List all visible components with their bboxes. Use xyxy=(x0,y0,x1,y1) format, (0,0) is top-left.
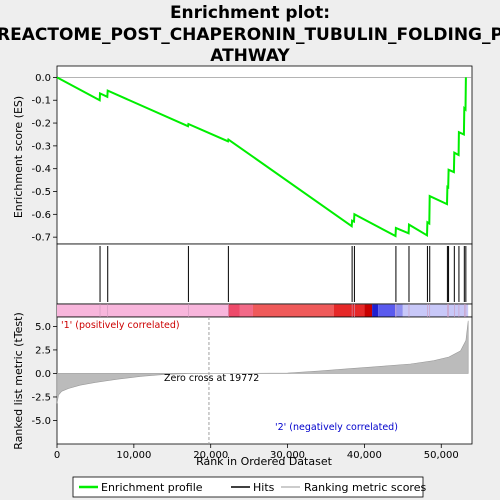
metric-y-tick-label-1: 2.5 xyxy=(35,345,51,356)
x-tick-label-4: 40,000 xyxy=(347,450,382,461)
hits-layer xyxy=(99,246,467,302)
es-y-tick-label-6: -0.6 xyxy=(31,210,51,221)
zero-cross-label: Zero cross at 19772 xyxy=(164,373,259,384)
x-tick-label-3: 30,000 xyxy=(270,450,305,461)
gradient-band-0 xyxy=(57,304,229,317)
x-axis-label: Rank in Ordered Dataset xyxy=(196,455,333,468)
gradient-band-9 xyxy=(402,304,469,317)
es-y-tick-label-2: -0.2 xyxy=(31,119,51,130)
axis-layer: 0 10,000 20,000 30,000 40,000 50,000 0.0 -0.1 -0… xyxy=(31,73,458,461)
hits-panel xyxy=(56,243,473,305)
metric-layer xyxy=(56,317,469,444)
x-tick-label-2: 20,000 xyxy=(193,450,228,461)
metric-panel xyxy=(56,316,473,445)
enrichment-profile-line xyxy=(56,76,467,238)
gradient-band-5 xyxy=(364,304,373,317)
gradient-layer xyxy=(57,304,469,317)
es-y-tick-label-3: -0.3 xyxy=(31,141,51,152)
gradient-band-6 xyxy=(372,304,379,317)
es-y-axis-label: Enrichment score (ES) xyxy=(12,96,25,218)
gradient-band-7 xyxy=(378,304,396,317)
gradient-band-8 xyxy=(395,304,403,317)
ranking-metric-area xyxy=(56,320,469,404)
gradient-band-3 xyxy=(252,304,334,317)
legend-enrichment-label: Enrichment profile xyxy=(101,481,203,494)
metric-y-tick-label-3: -2.5 xyxy=(31,392,51,403)
es-y-tick-label-1: -0.1 xyxy=(31,96,51,107)
metric-y-tick-label-4: -5.0 xyxy=(31,416,51,427)
chart-title-line-3: ATHWAY xyxy=(210,46,290,66)
gradient-band-4 xyxy=(333,304,365,317)
gradient-band-1 xyxy=(228,304,240,317)
es-layer xyxy=(56,76,472,238)
es-y-tick-label-5: -0.5 xyxy=(31,187,51,198)
chart-title-line-2: REACTOME_POST_CHAPERONIN_TUBULIN_FOLDING… xyxy=(0,25,500,45)
legend-hits-label: Hits xyxy=(253,481,275,494)
negative-correlation-label: '2' (negatively correlated) xyxy=(275,422,398,433)
gradient-band-2 xyxy=(239,304,253,317)
es-panel xyxy=(56,65,473,245)
metric-y-axis-label: Ranked list metric (tTest) xyxy=(12,312,25,449)
legend-metric-label: Ranking metric scores xyxy=(304,481,426,494)
es-y-tick-label-4: -0.4 xyxy=(31,164,51,175)
x-tick-label-5: 50,000 xyxy=(424,450,459,461)
metric-y-tick-label-0: 5.0 xyxy=(35,322,51,333)
es-y-tick-label-7: -0.7 xyxy=(31,233,51,244)
chart-title-line-1: Enrichment plot: xyxy=(170,3,330,23)
x-tick-label-1: 10,000 xyxy=(116,450,151,461)
es-y-tick-label-0: 0.0 xyxy=(35,73,51,84)
positive-correlation-label: '1' (positively correlated) xyxy=(61,320,180,331)
metric-y-tick-label-2: 0.0 xyxy=(35,369,51,380)
x-tick-label-0: 0 xyxy=(54,450,60,461)
